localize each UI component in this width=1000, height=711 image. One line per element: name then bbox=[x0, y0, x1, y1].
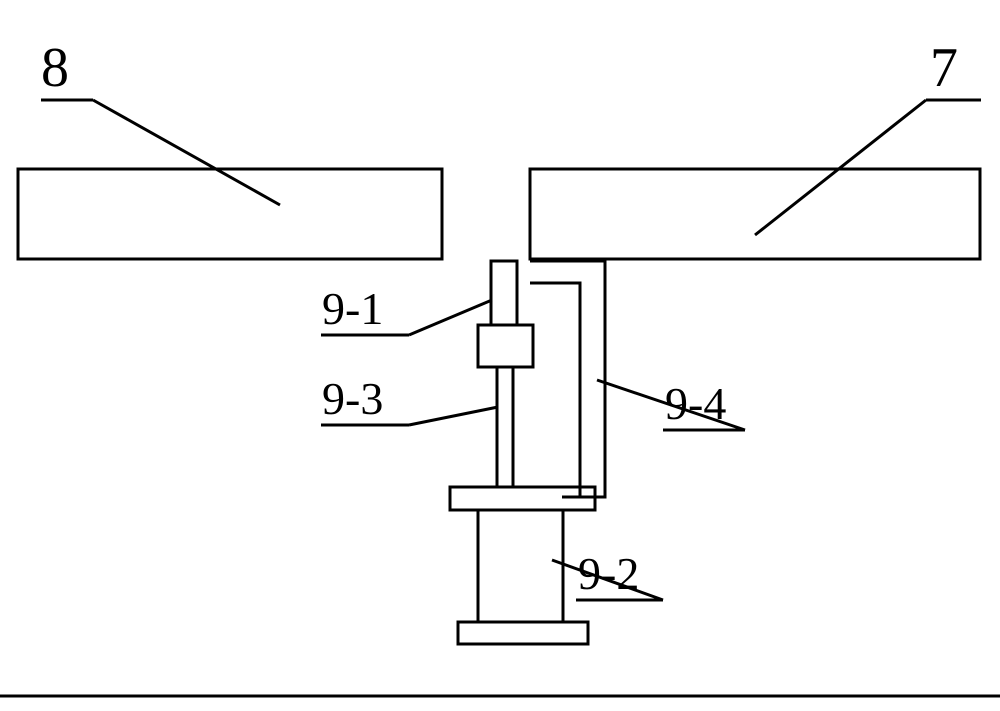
label-9-3: 9-3 bbox=[322, 372, 383, 425]
label-9-4: 9-4 bbox=[665, 377, 726, 430]
label-9-2: 9-2 bbox=[578, 547, 639, 600]
diagram-canvas: 8 7 9-1 9-2 9-3 9-4 bbox=[0, 0, 1000, 711]
diagram-svg bbox=[0, 0, 1000, 711]
label-8: 8 bbox=[41, 36, 69, 100]
label-9-1: 9-1 bbox=[322, 282, 383, 335]
label-7: 7 bbox=[930, 36, 958, 100]
